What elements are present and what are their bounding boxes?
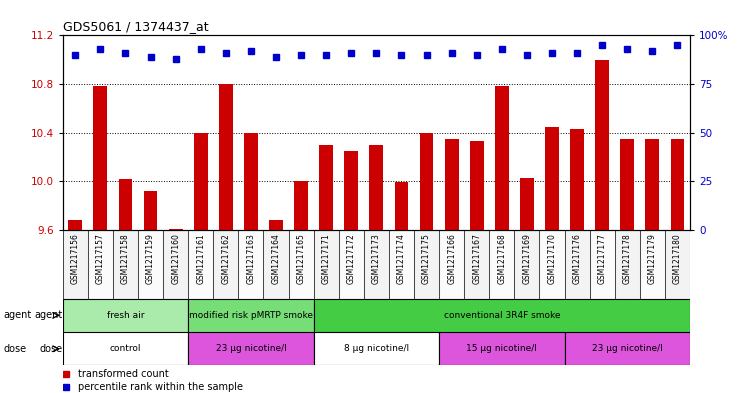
Bar [63, 332, 188, 365]
Bar [395, 182, 408, 230]
Bar [621, 139, 634, 230]
Text: GSM1217157: GSM1217157 [96, 233, 105, 284]
Bar [94, 86, 107, 230]
Bar [269, 220, 283, 230]
Text: GSM1217179: GSM1217179 [648, 233, 657, 284]
Text: GSM1217162: GSM1217162 [221, 233, 230, 284]
Text: percentile rank within the sample: percentile rank within the sample [78, 382, 244, 393]
Text: GSM1217174: GSM1217174 [397, 233, 406, 284]
Bar [445, 139, 458, 230]
Bar [63, 230, 88, 299]
Bar [590, 230, 615, 299]
Text: 15 μg nicotine/l: 15 μg nicotine/l [466, 344, 537, 353]
Text: GSM1217164: GSM1217164 [272, 233, 280, 284]
Text: GSM1217180: GSM1217180 [673, 233, 682, 284]
Bar [163, 230, 188, 299]
Bar [138, 230, 163, 299]
Bar [420, 132, 433, 230]
Text: 8 μg nicotine/l: 8 μg nicotine/l [344, 344, 409, 353]
Text: control: control [110, 344, 141, 353]
Bar [570, 129, 584, 230]
Text: GSM1217175: GSM1217175 [422, 233, 431, 284]
Text: GSM1217158: GSM1217158 [121, 233, 130, 284]
Bar [514, 230, 539, 299]
Text: GSM1217167: GSM1217167 [472, 233, 481, 284]
Text: GSM1217177: GSM1217177 [598, 233, 607, 284]
Bar [294, 181, 308, 230]
Bar [169, 229, 182, 230]
Text: GSM1217169: GSM1217169 [523, 233, 531, 284]
Bar [640, 230, 665, 299]
Bar [219, 84, 232, 230]
Bar [88, 230, 113, 299]
Text: GSM1217178: GSM1217178 [623, 233, 632, 284]
Text: transformed count: transformed count [78, 369, 169, 379]
Bar [520, 178, 534, 230]
Bar [565, 332, 690, 365]
Text: GSM1217165: GSM1217165 [297, 233, 306, 284]
Bar [565, 230, 590, 299]
Bar [119, 179, 132, 230]
Bar [263, 230, 289, 299]
Text: agent: agent [35, 310, 63, 320]
Bar [596, 60, 609, 230]
Bar [414, 230, 439, 299]
Bar [188, 230, 213, 299]
Bar [345, 151, 358, 230]
Bar [113, 230, 138, 299]
Text: GSM1217170: GSM1217170 [548, 233, 556, 284]
Text: dose: dose [40, 344, 63, 354]
Bar [289, 230, 314, 299]
Text: GSM1217171: GSM1217171 [322, 233, 331, 284]
Text: agent: agent [4, 310, 32, 320]
Text: GSM1217166: GSM1217166 [447, 233, 456, 284]
Bar [370, 145, 383, 230]
Text: GSM1217160: GSM1217160 [171, 233, 180, 284]
Bar [63, 299, 188, 332]
Bar [665, 230, 690, 299]
Text: 23 μg nicotine/l: 23 μg nicotine/l [215, 344, 286, 353]
Text: fresh air: fresh air [107, 311, 144, 320]
Bar [470, 141, 483, 230]
Bar [314, 230, 339, 299]
Bar [545, 127, 559, 230]
Text: GSM1217173: GSM1217173 [372, 233, 381, 284]
Text: modified risk pMRTP smoke: modified risk pMRTP smoke [189, 311, 313, 320]
Bar [188, 299, 314, 332]
Bar [339, 230, 364, 299]
Bar [188, 332, 314, 365]
Text: GSM1217161: GSM1217161 [196, 233, 205, 284]
Bar [364, 230, 389, 299]
Bar [439, 332, 565, 365]
Text: GSM1217172: GSM1217172 [347, 233, 356, 284]
Text: GDS5061 / 1374437_at: GDS5061 / 1374437_at [63, 20, 208, 33]
Bar [464, 230, 489, 299]
Text: GSM1217156: GSM1217156 [71, 233, 80, 284]
Bar [539, 230, 565, 299]
Bar [314, 332, 439, 365]
Bar [646, 139, 659, 230]
Bar [194, 132, 207, 230]
Text: GSM1217168: GSM1217168 [497, 233, 506, 284]
Bar [615, 230, 640, 299]
Text: GSM1217163: GSM1217163 [246, 233, 255, 284]
Text: 23 μg nicotine/l: 23 μg nicotine/l [592, 344, 663, 353]
Bar [489, 230, 514, 299]
Bar [671, 139, 684, 230]
Bar [320, 145, 333, 230]
Text: GSM1217159: GSM1217159 [146, 233, 155, 284]
Text: dose: dose [4, 344, 27, 354]
Bar [244, 132, 258, 230]
Bar [314, 299, 690, 332]
Bar [238, 230, 263, 299]
Text: GSM1217176: GSM1217176 [573, 233, 582, 284]
Bar [439, 230, 464, 299]
Bar [69, 220, 82, 230]
Bar [389, 230, 414, 299]
Bar [144, 191, 157, 230]
Text: conventional 3R4F smoke: conventional 3R4F smoke [444, 311, 560, 320]
Bar [495, 86, 508, 230]
Bar [213, 230, 238, 299]
